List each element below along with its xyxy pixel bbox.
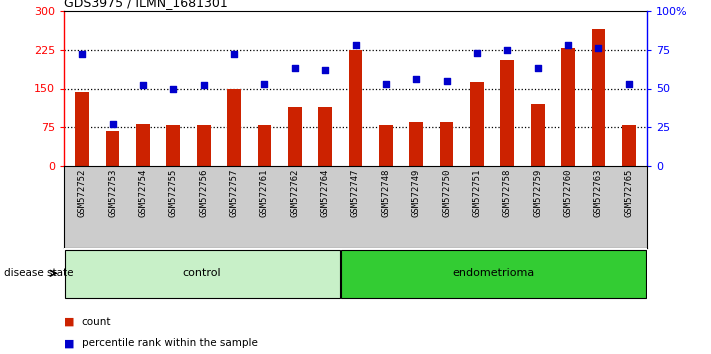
Point: [593, 45, 604, 51]
Text: GSM572752: GSM572752: [77, 169, 87, 217]
Text: control: control: [183, 268, 221, 278]
Text: GDS3975 / ILMN_1681301: GDS3975 / ILMN_1681301: [64, 0, 228, 10]
Point: [562, 42, 574, 48]
Bar: [65, 251, 340, 298]
Bar: [136, 124, 150, 166]
Point: [77, 51, 88, 57]
Text: GSM572761: GSM572761: [260, 169, 269, 217]
Text: GSM572765: GSM572765: [624, 169, 634, 217]
Text: GSM572750: GSM572750: [442, 169, 451, 217]
Point: [107, 121, 118, 127]
Text: ■: ■: [64, 317, 75, 327]
Text: GSM572755: GSM572755: [169, 169, 178, 217]
Point: [198, 82, 209, 88]
Text: ■: ■: [64, 338, 75, 348]
Bar: [75, 92, 89, 166]
Bar: [410, 122, 423, 166]
Point: [502, 47, 513, 52]
Text: GSM572751: GSM572751: [473, 169, 481, 217]
Point: [441, 78, 452, 84]
Bar: [197, 125, 210, 166]
Bar: [288, 107, 301, 166]
Text: GSM572749: GSM572749: [412, 169, 421, 217]
Text: endometrioma: endometrioma: [452, 268, 535, 278]
Bar: [440, 122, 454, 166]
Text: GSM572754: GSM572754: [139, 169, 147, 217]
Text: GSM572762: GSM572762: [290, 169, 299, 217]
Bar: [257, 125, 271, 166]
Point: [471, 50, 483, 56]
Bar: [341, 251, 646, 298]
Text: GSM572753: GSM572753: [108, 169, 117, 217]
Bar: [379, 125, 392, 166]
Bar: [592, 29, 605, 166]
Point: [228, 51, 240, 57]
Point: [410, 76, 422, 82]
Bar: [106, 131, 119, 166]
Text: disease state: disease state: [4, 268, 73, 278]
Bar: [501, 60, 514, 166]
Bar: [348, 50, 363, 166]
Bar: [561, 48, 575, 166]
Point: [380, 81, 392, 87]
Point: [350, 42, 361, 48]
Text: GSM572747: GSM572747: [351, 169, 360, 217]
Text: percentile rank within the sample: percentile rank within the sample: [82, 338, 257, 348]
Point: [623, 81, 634, 87]
Text: GSM572757: GSM572757: [230, 169, 238, 217]
Point: [259, 81, 270, 87]
Bar: [470, 82, 483, 166]
Text: GSM572748: GSM572748: [381, 169, 390, 217]
Point: [168, 86, 179, 91]
Point: [319, 67, 331, 73]
Bar: [531, 104, 545, 166]
Text: count: count: [82, 317, 111, 327]
Text: GSM572763: GSM572763: [594, 169, 603, 217]
Text: GSM572758: GSM572758: [503, 169, 512, 217]
Text: GSM572756: GSM572756: [199, 169, 208, 217]
Point: [137, 82, 149, 88]
Bar: [166, 125, 180, 166]
Text: GSM572759: GSM572759: [533, 169, 542, 217]
Bar: [228, 88, 241, 166]
Bar: [319, 107, 332, 166]
Text: GSM572764: GSM572764: [321, 169, 330, 217]
Point: [532, 65, 543, 71]
Point: [289, 65, 301, 71]
Text: GSM572760: GSM572760: [564, 169, 572, 217]
Bar: [622, 125, 636, 166]
